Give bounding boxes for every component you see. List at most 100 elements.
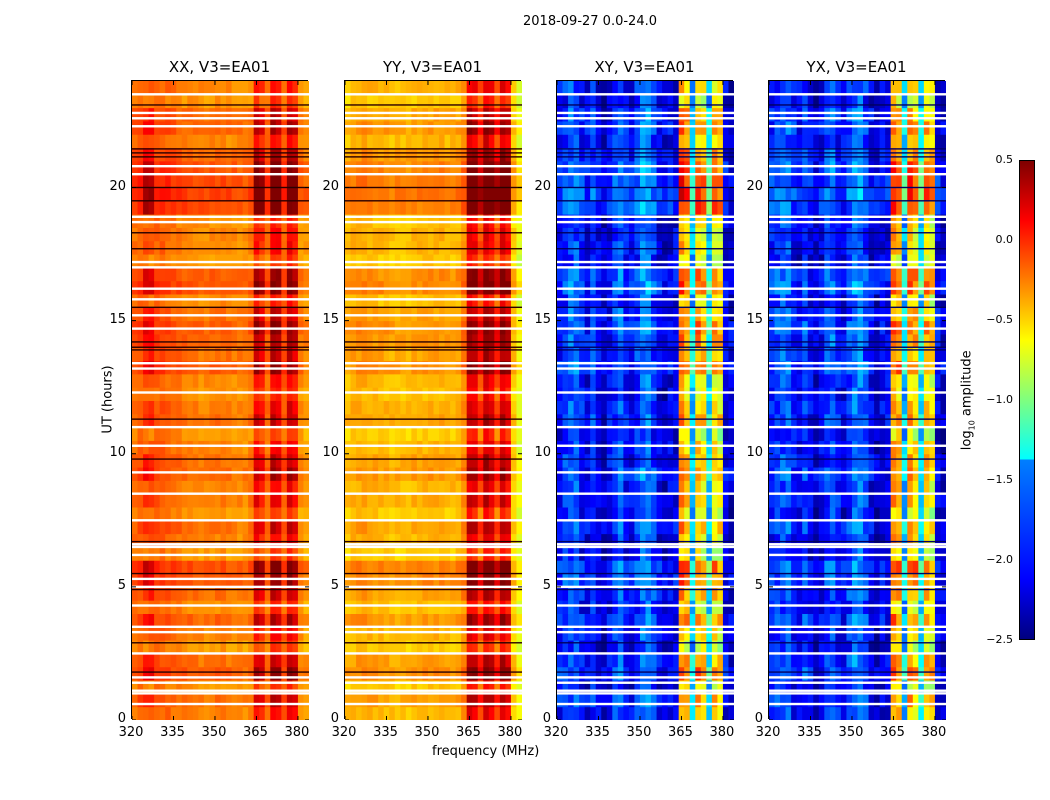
heatmap-cell <box>769 134 776 149</box>
heatmap-cell <box>573 294 580 308</box>
heatmap-cell <box>516 427 522 441</box>
heatmap-cell <box>148 467 155 481</box>
heatmap-cell <box>477 666 484 681</box>
heatmap-cell <box>645 134 652 149</box>
heatmap-cell <box>700 520 707 535</box>
heatmap-cell <box>769 227 776 242</box>
heatmap-cell <box>367 427 374 441</box>
heatmap-cell <box>383 134 390 149</box>
heatmap-cell <box>455 680 462 694</box>
heatmap-cell <box>444 267 451 282</box>
heatmap-cell <box>695 94 702 109</box>
flagged-row <box>132 676 309 679</box>
heatmap-cell <box>623 666 630 681</box>
heatmap-cell <box>662 227 669 242</box>
heatmap-cell <box>728 507 734 521</box>
heatmap-cell <box>568 666 575 681</box>
heatmap-cell <box>684 653 691 668</box>
heatmap-cell <box>673 640 680 654</box>
heatmap-cell <box>667 640 674 654</box>
flagged-row <box>132 327 309 330</box>
heatmap-cell <box>345 626 352 641</box>
dark-row <box>345 572 522 575</box>
heatmap-cell <box>695 267 702 282</box>
heatmap-cell <box>639 533 646 548</box>
heatmap-cell <box>516 666 522 681</box>
heatmap-cell <box>455 533 462 548</box>
heatmap-cell <box>562 666 569 681</box>
heatmap-cell <box>433 94 440 109</box>
heatmap-cell <box>356 347 363 362</box>
heatmap-cell <box>345 294 352 308</box>
heatmap-cell <box>774 680 781 694</box>
heatmap-cell <box>297 480 304 495</box>
heatmap-cell <box>516 347 522 362</box>
heatmap-cell <box>645 200 652 215</box>
heatmap-cell <box>264 187 271 202</box>
heatmap-cell <box>416 387 423 401</box>
heatmap-cell <box>264 94 271 109</box>
heatmap-cell <box>678 134 685 149</box>
heatmap-cell <box>143 680 150 694</box>
dark-row <box>345 642 522 644</box>
heatmap-cell <box>264 227 271 242</box>
heatmap-cell <box>673 680 680 694</box>
heatmap-cell <box>695 560 702 575</box>
heatmap-cell <box>192 453 199 468</box>
heatmap-cell <box>695 400 702 415</box>
heatmap-cell <box>780 600 787 614</box>
heatmap-cell <box>717 373 724 388</box>
flagged-row <box>557 519 734 522</box>
heatmap-cell <box>154 94 161 109</box>
dark-row <box>132 588 309 591</box>
heatmap-cell <box>286 560 293 575</box>
heatmap-cell <box>455 586 462 601</box>
heatmap-cell <box>378 387 385 401</box>
heatmap-cell <box>612 533 619 548</box>
heatmap-cell <box>728 533 734 548</box>
heatmap-cell <box>297 560 304 575</box>
heatmap-cell <box>706 107 713 122</box>
heatmap-cell <box>433 107 440 122</box>
heatmap-cell <box>220 187 227 202</box>
heatmap-cell <box>231 600 238 614</box>
heatmap-cell <box>405 174 412 188</box>
heatmap-cell <box>270 467 277 481</box>
heatmap-cell <box>203 187 210 202</box>
heatmap-cell <box>689 174 696 188</box>
heatmap-cell <box>639 706 646 720</box>
heatmap-cell <box>275 294 282 308</box>
heatmap-cell <box>400 480 407 495</box>
heatmap-cell <box>176 666 183 681</box>
heatmap-cell <box>297 81 304 95</box>
heatmap-cell <box>461 387 468 401</box>
heatmap-cell <box>651 81 658 95</box>
heatmap-cell <box>187 387 194 401</box>
heatmap-cell <box>623 480 630 495</box>
heatmap-cell <box>165 373 172 388</box>
heatmap-cell <box>684 333 691 348</box>
heatmap-cell <box>656 174 663 188</box>
heatmap-cell <box>248 560 255 575</box>
heatmap-cell <box>483 294 490 308</box>
heatmap-cell <box>143 400 150 415</box>
heatmap-cell <box>259 387 266 401</box>
heatmap-cell <box>769 653 776 668</box>
heatmap-cell <box>590 680 597 694</box>
heatmap-cell <box>769 294 776 308</box>
heatmap-cell <box>433 440 440 455</box>
heatmap-cell <box>717 600 724 614</box>
heatmap-cell <box>662 586 669 601</box>
heatmap-cell <box>226 666 233 681</box>
heatmap-cell <box>231 626 238 641</box>
heatmap-cell <box>367 81 374 95</box>
heatmap-cell <box>689 94 696 109</box>
heatmap-cell <box>728 81 734 95</box>
heatmap-cell <box>226 626 233 641</box>
heatmap-cell <box>187 333 194 348</box>
heatmap-cell <box>651 586 658 601</box>
heatmap-cell <box>345 107 352 122</box>
heatmap-cell <box>361 294 368 308</box>
heatmap-cell <box>132 94 139 109</box>
heatmap-cell <box>711 94 718 109</box>
